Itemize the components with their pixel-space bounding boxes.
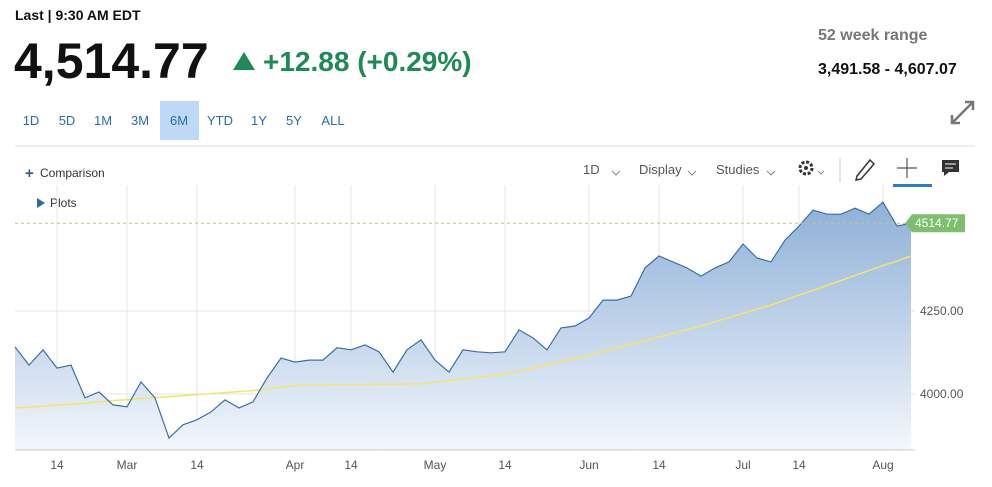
range-button[interactable]: 1Y: [251, 113, 267, 128]
x-tick-label: 14: [498, 458, 512, 472]
price: 4,514.77: [14, 33, 209, 89]
display[interactable]: Display: [639, 162, 682, 177]
x-tick-label: Apr: [286, 458, 305, 472]
x-tick-label: May: [424, 458, 447, 472]
range-button[interactable]: 5Y: [286, 113, 302, 128]
range-button[interactable]: 1M: [94, 113, 112, 128]
area: [15, 202, 911, 450]
up-arrow: [233, 52, 255, 70]
plots-arrow: [37, 198, 45, 208]
draw-icon[interactable]: [854, 158, 876, 181]
x-tick-label: Mar: [117, 458, 138, 472]
range-button[interactable]: 1D: [23, 113, 40, 128]
chevrons: [611, 170, 825, 176]
range-title: 52 week range: [818, 27, 928, 44]
range-button[interactable]: YTD: [207, 113, 233, 128]
x-tick-label: 14: [190, 458, 204, 472]
x-tick-label: 14: [50, 458, 64, 472]
crosshair-icon[interactable]: [897, 158, 917, 178]
active-underline: [893, 184, 932, 187]
x-tick-label: Jun: [579, 458, 598, 472]
range-selected: [160, 101, 199, 140]
x-tick-label: Aug: [872, 458, 893, 472]
last-time: Last | 9:30 AM EDT: [15, 7, 141, 23]
plus-icon: +: [25, 165, 34, 182]
last-price-label: 4514.77: [915, 216, 959, 230]
x-tick-label: 14: [792, 458, 806, 472]
range-button[interactable]: 6M: [170, 113, 188, 128]
range-button[interactable]: ALL: [321, 113, 344, 128]
comparison[interactable]: Comparison: [40, 166, 105, 180]
interval[interactable]: 1D: [583, 162, 600, 177]
studies[interactable]: Studies: [716, 162, 760, 177]
settings-icon[interactable]: [798, 160, 814, 176]
range-value: 3,491.58 - 4,607.07: [818, 61, 957, 78]
average-line: [14, 255, 912, 409]
price-line: [14, 201, 912, 440]
x-tick-label: 14: [652, 458, 666, 472]
x-tick-label: 14: [344, 458, 358, 472]
range-button[interactable]: 3M: [131, 113, 149, 128]
price-change: +12.88 (+0.29%): [263, 46, 472, 77]
last-price-flag: [905, 214, 965, 233]
plots[interactable]: Plots: [50, 196, 77, 210]
y-tick-label: 4000.00: [920, 387, 964, 401]
x-tick-label: Jul: [735, 458, 750, 472]
expand-icon[interactable]: [950, 100, 975, 125]
y-tick-label: 4250.00: [920, 304, 964, 318]
range-button[interactable]: 5D: [59, 113, 76, 128]
comment-icon[interactable]: [942, 160, 959, 176]
